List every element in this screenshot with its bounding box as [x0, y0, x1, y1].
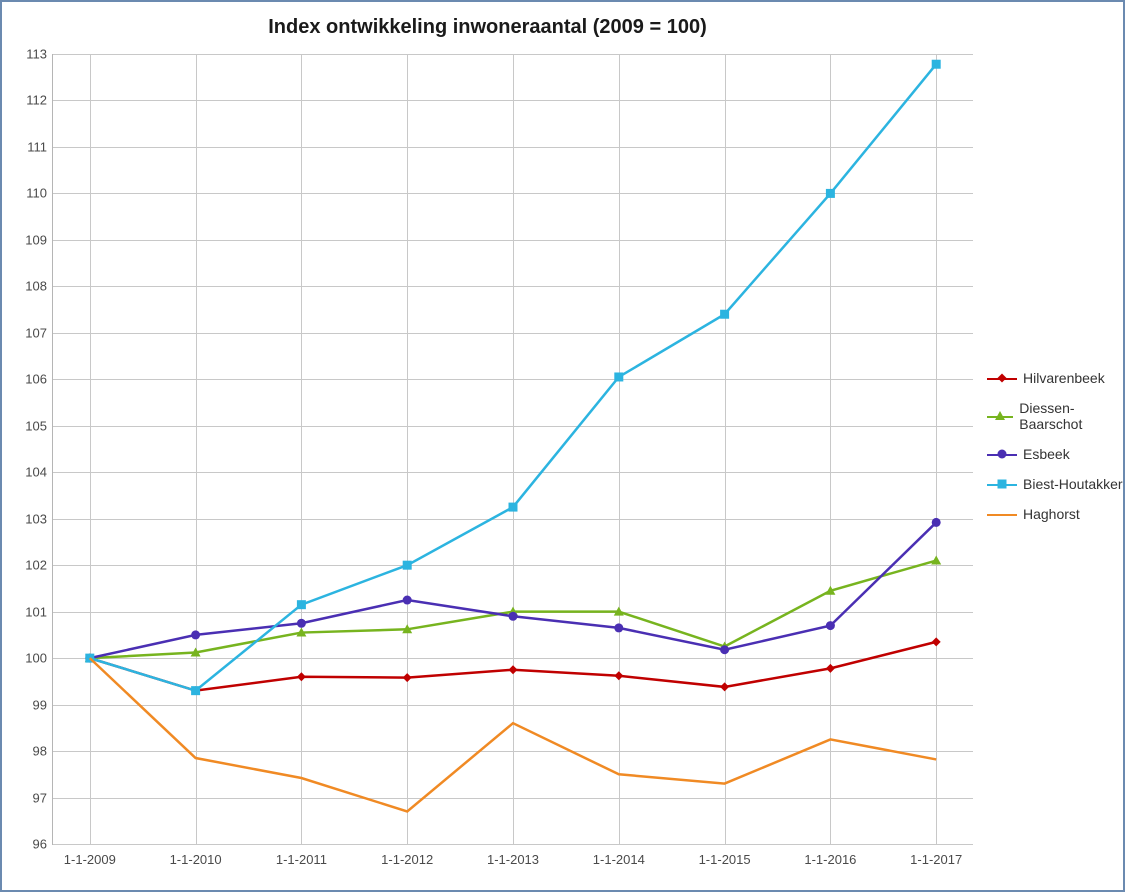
series-marker [720, 682, 729, 691]
series-marker [191, 630, 200, 639]
legend-swatch [987, 409, 1013, 423]
y-axis-tick-label: 107 [25, 325, 47, 340]
legend-line [987, 514, 1017, 516]
chart-title: Index ontwikkeling inwoneraantal (2009 =… [2, 16, 973, 39]
series-line [90, 64, 936, 690]
legend-item: Diessen-Baarschot [987, 400, 1123, 432]
legend-line [987, 484, 1017, 486]
x-axis-tick-label: 1-1-2016 [804, 852, 856, 867]
legend-item: Haghorst [987, 506, 1123, 522]
gridline-horizontal [53, 844, 973, 845]
series-marker [932, 60, 941, 69]
legend-label: Hilvarenbeek [1023, 370, 1105, 386]
x-axis-tick-label: 1-1-2017 [910, 852, 962, 867]
legend: Hilvarenbeek Diessen-Baarschot Esbeek Biest… [987, 370, 1123, 522]
y-axis-tick-label: 99 [33, 697, 47, 712]
legend-line [987, 378, 1017, 380]
legend-swatch [987, 507, 1017, 521]
series-marker [932, 518, 941, 527]
series-marker [509, 665, 518, 674]
y-axis-tick-label: 100 [25, 651, 47, 666]
legend-item: Esbeek [987, 446, 1123, 462]
series-marker [509, 612, 518, 621]
y-axis-tick-label: 101 [25, 604, 47, 619]
x-axis-tick-label: 1-1-2014 [593, 852, 645, 867]
series-marker [826, 664, 835, 673]
legend-label: Haghorst [1023, 506, 1080, 522]
series-marker [720, 310, 729, 319]
y-axis-tick-label: 97 [33, 790, 47, 805]
series-marker [826, 189, 835, 198]
y-axis-tick-label: 110 [26, 186, 47, 201]
y-axis-tick-label: 108 [25, 279, 47, 294]
y-axis-tick-label: 98 [33, 744, 47, 759]
legend-label: Biest-Houtakker [1023, 476, 1123, 492]
series-layer [53, 54, 973, 844]
series-line [90, 522, 936, 658]
series-marker [614, 372, 623, 381]
series-marker [720, 645, 729, 654]
y-axis-tick-label: 109 [25, 232, 47, 247]
y-axis-tick-label: 103 [25, 511, 47, 526]
legend-swatch [987, 371, 1017, 385]
legend-label: Diessen-Baarschot [1019, 400, 1123, 432]
x-axis-tick-label: 1-1-2013 [487, 852, 539, 867]
series-marker [403, 561, 412, 570]
y-axis-tick-label: 102 [25, 558, 47, 573]
legend-label: Esbeek [1023, 446, 1070, 462]
series-marker [297, 619, 306, 628]
series-marker [191, 686, 200, 695]
chart-frame: Index ontwikkeling inwoneraantal (2009 =… [0, 0, 1125, 892]
y-axis-tick-label: 111 [27, 139, 47, 154]
series-marker [509, 503, 518, 512]
y-axis-tick-label: 105 [25, 418, 47, 433]
plot-area: 9697989910010110210310410510610710810911… [52, 54, 973, 845]
y-axis-tick-label: 96 [33, 837, 47, 852]
x-axis-tick-label: 1-1-2010 [170, 852, 222, 867]
series-marker [297, 672, 306, 681]
series-line [90, 658, 936, 811]
y-axis-tick-label: 104 [25, 465, 47, 480]
legend-item: Biest-Houtakker [987, 476, 1123, 492]
series-marker [826, 621, 835, 630]
legend-swatch [987, 447, 1017, 461]
y-axis-tick-label: 106 [25, 372, 47, 387]
legend-line [987, 416, 1013, 418]
legend-item: Hilvarenbeek [987, 370, 1123, 386]
y-axis-tick-label: 113 [26, 47, 47, 62]
series-marker [931, 556, 941, 565]
x-axis-tick-label: 1-1-2015 [699, 852, 751, 867]
y-axis-tick-label: 112 [26, 93, 47, 108]
legend-swatch [987, 477, 1017, 491]
series-marker [403, 596, 412, 605]
series-marker [403, 673, 412, 682]
series-marker [614, 623, 623, 632]
x-axis-tick-label: 1-1-2012 [381, 852, 433, 867]
series-marker [932, 637, 941, 646]
series-marker [614, 671, 623, 680]
legend-line [987, 454, 1017, 456]
x-axis-tick-label: 1-1-2011 [276, 852, 327, 867]
x-axis-tick-label: 1-1-2009 [64, 852, 116, 867]
series-marker [297, 600, 306, 609]
